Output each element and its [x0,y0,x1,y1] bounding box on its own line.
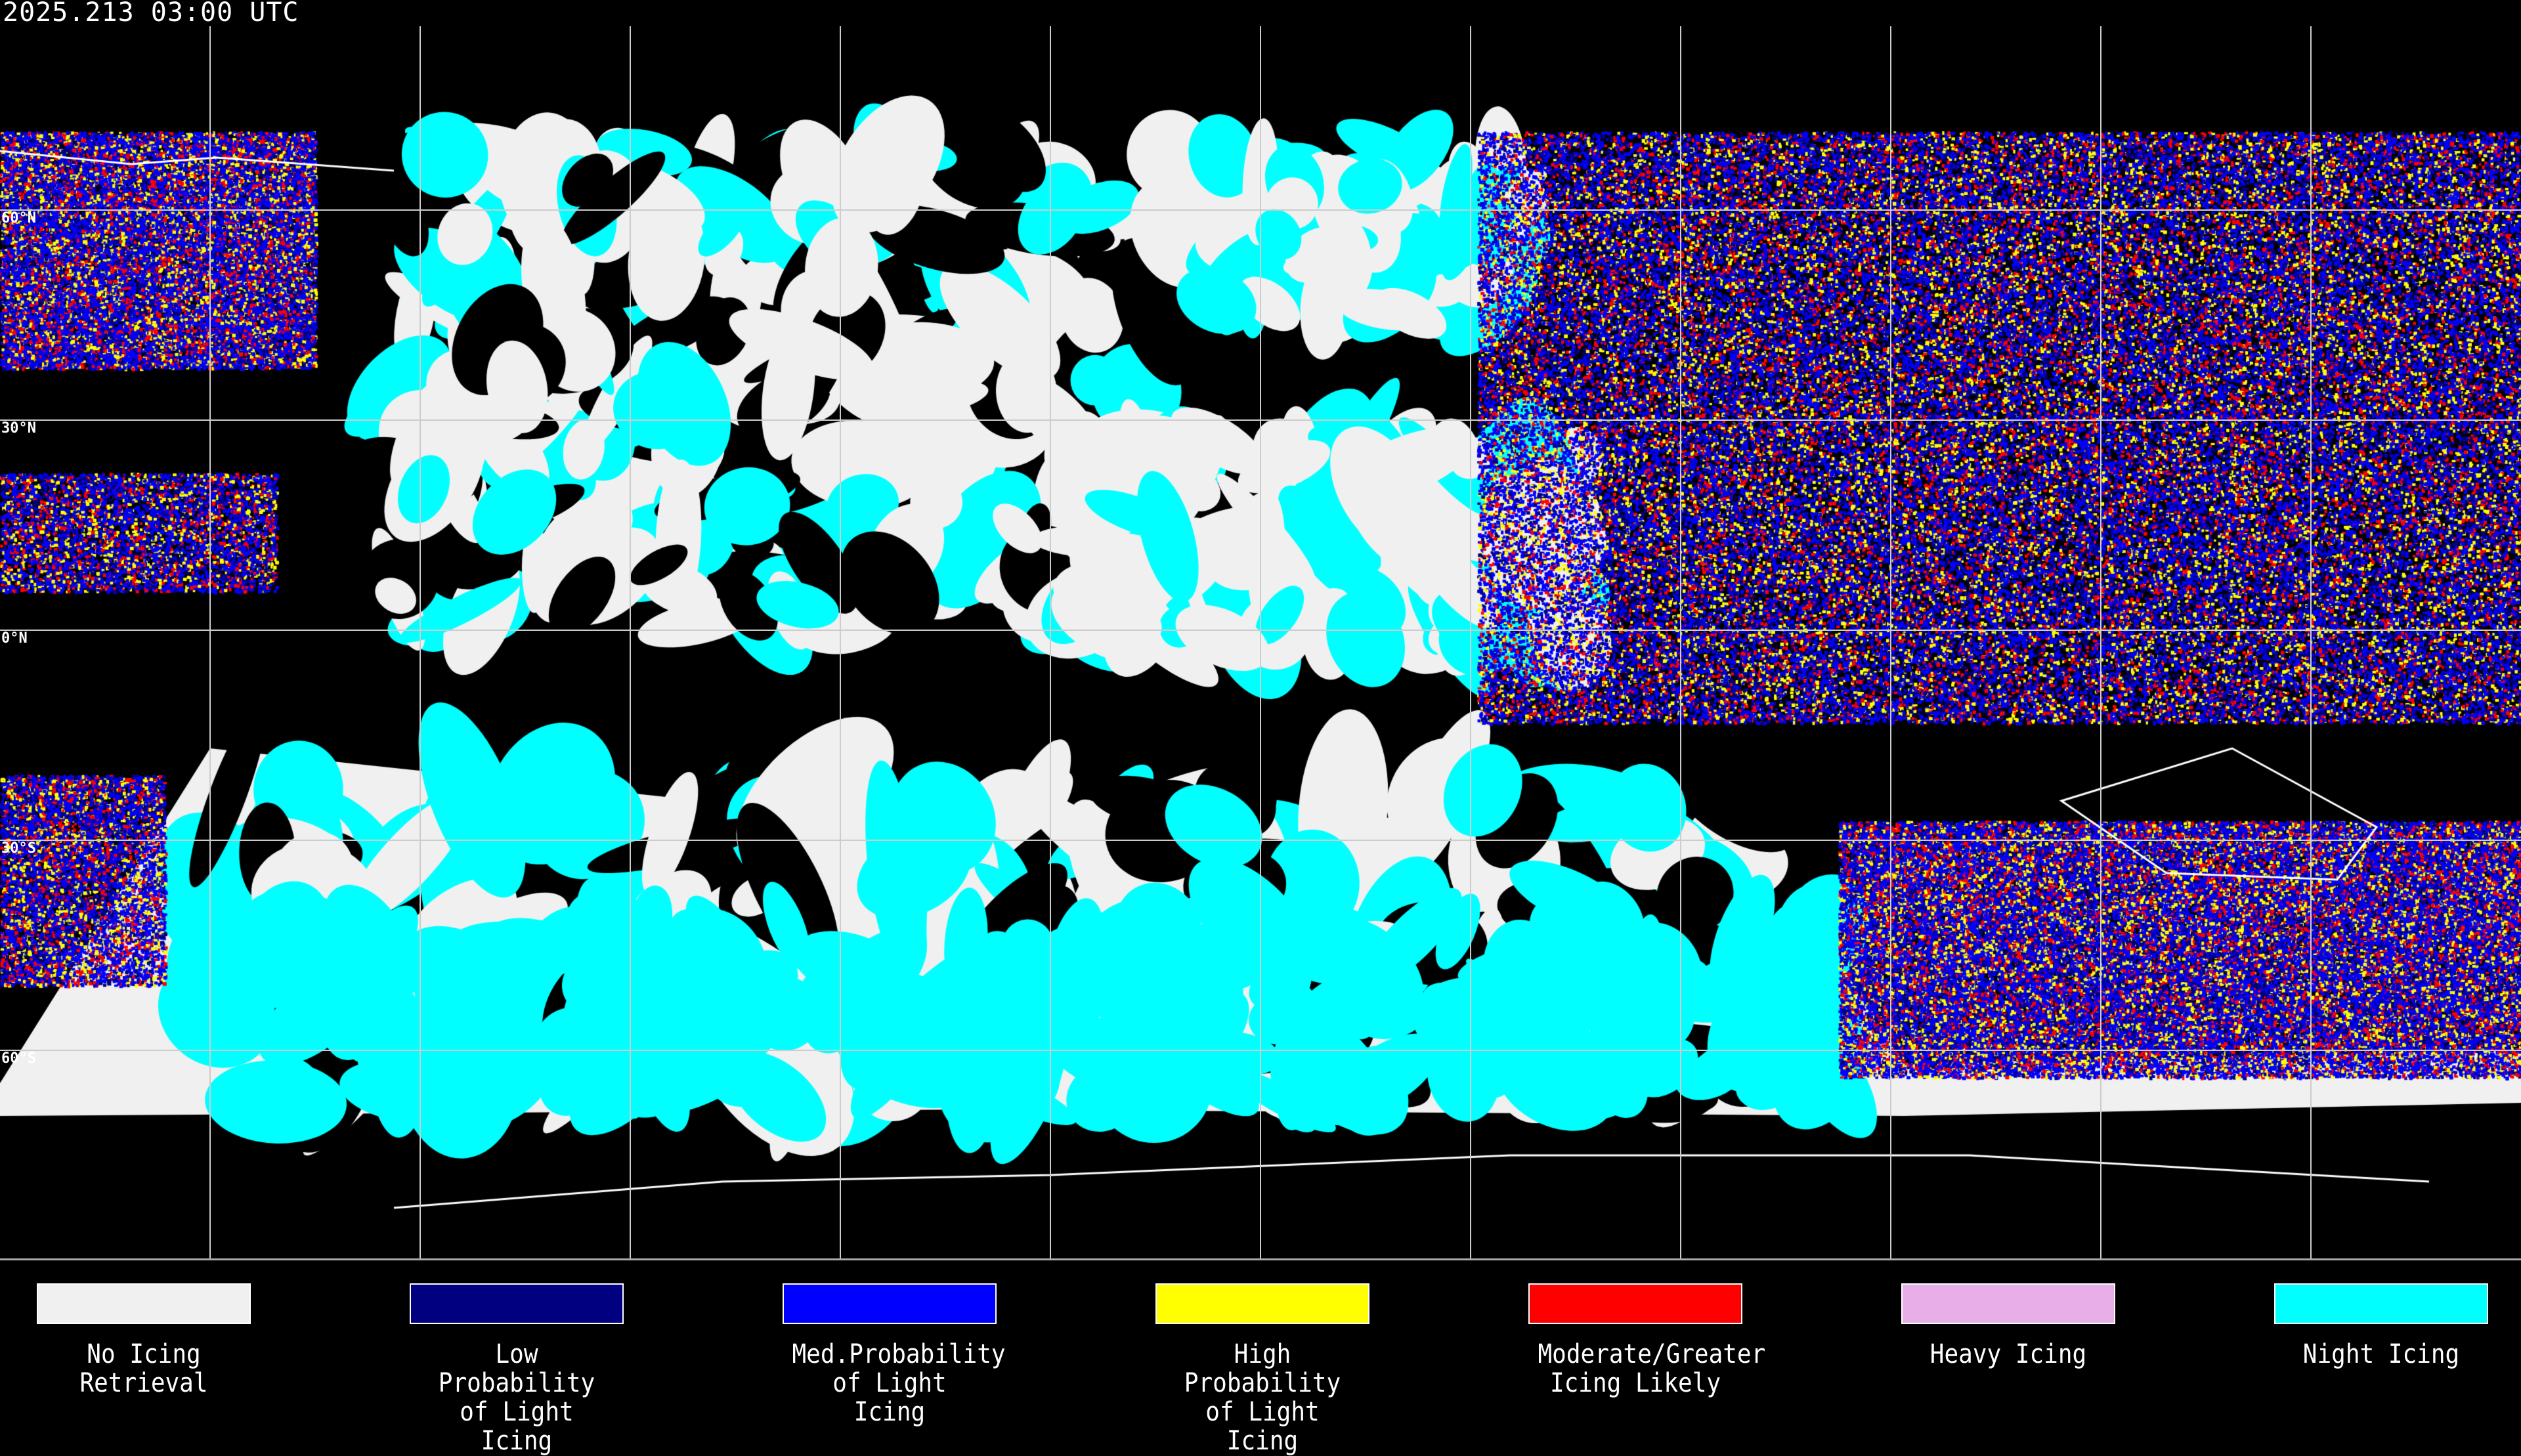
timestamp: 2025.213 03:00 UTC [3,0,299,28]
legend-label: Moderate/Greater Icing Likely [1538,1339,1766,1398]
legend-item: Moderate/Greater Icing Likely [1527,1283,1766,1398]
legend-item: Night Icing [2273,1283,2489,1369]
legend-label: Med.Probability of Light Icing [792,1339,1006,1427]
legend-swatch [1528,1283,1742,1324]
legend-swatch [783,1283,997,1324]
legend-item: Med.Probability of Light Icing [781,1283,1006,1427]
legend-item: No Icing Retrieval [35,1283,252,1398]
legend-item: High Probability of Light Icing [1154,1283,1371,1455]
legend-swatch [410,1283,624,1324]
icing-map: 2025.213 03:00 UTC 60°N 30°N 0°N 30°S 60… [0,0,2521,1260]
lat-lon-grid [0,26,2521,1258]
legend-label: Low Probability of Light Icing [438,1339,595,1456]
legend-swatch [2274,1283,2488,1324]
legend-swatch [37,1283,251,1324]
legend-swatch [1901,1283,2115,1324]
lat-label-60s: 60°S [1,1050,36,1067]
legend-item: Low Probability of Light Icing [408,1283,625,1455]
legend-item: Heavy Icing [1900,1283,2117,1369]
legend-label: Heavy Icing [1929,1339,2087,1369]
legend-label: No Icing Retrieval [79,1339,208,1398]
legend-label: Night Icing [2302,1339,2460,1369]
legend-label: High Probability of Light Icing [1184,1339,1341,1456]
lat-label-30s: 30°S [1,840,36,857]
lat-label-0: 0°N [1,630,28,647]
lat-label-30n: 30°N [1,420,36,437]
legend-swatch [1155,1283,1369,1324]
lat-label-60n: 60°N [1,210,36,226]
